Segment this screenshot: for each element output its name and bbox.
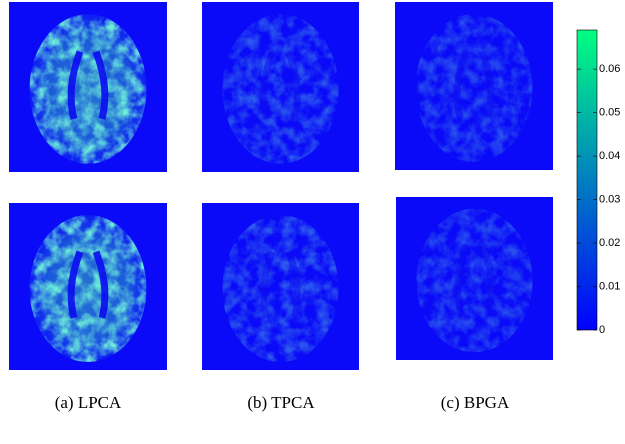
tick-label: 0.05	[599, 107, 620, 119]
tick-label: 0.02	[599, 237, 620, 249]
tick-label: 0.03	[599, 193, 620, 205]
brain-image	[395, 2, 553, 170]
brain-image	[202, 203, 359, 370]
brain-image	[202, 2, 359, 172]
caption: (b) TPCA	[247, 393, 315, 412]
colorbar: 0 0.01 0.02 0.03 0.04 0.05 0.06	[577, 30, 620, 336]
tick-label: 0	[599, 324, 605, 336]
caption: (c) BPGA	[441, 393, 510, 412]
brain-texture	[30, 14, 147, 164]
colorbar-gradient	[577, 30, 597, 330]
brain-texture	[222, 215, 338, 362]
caption: (a) LPCA	[55, 393, 122, 412]
panels	[9, 2, 553, 370]
brain-image	[9, 2, 167, 172]
figure: 0 0.01 0.02 0.03 0.04 0.05 0.06 (a) LPCA (b) T…	[0, 0, 625, 444]
brain-texture	[416, 14, 533, 162]
brain-image	[396, 197, 553, 360]
tick-label: 0.01	[599, 280, 620, 292]
brain-texture	[416, 209, 532, 352]
brain-texture	[30, 215, 147, 362]
tick-label: 0.04	[599, 150, 620, 162]
brain-image	[9, 203, 167, 370]
brain-texture	[222, 14, 338, 164]
tick-label: 0.06	[599, 63, 620, 75]
